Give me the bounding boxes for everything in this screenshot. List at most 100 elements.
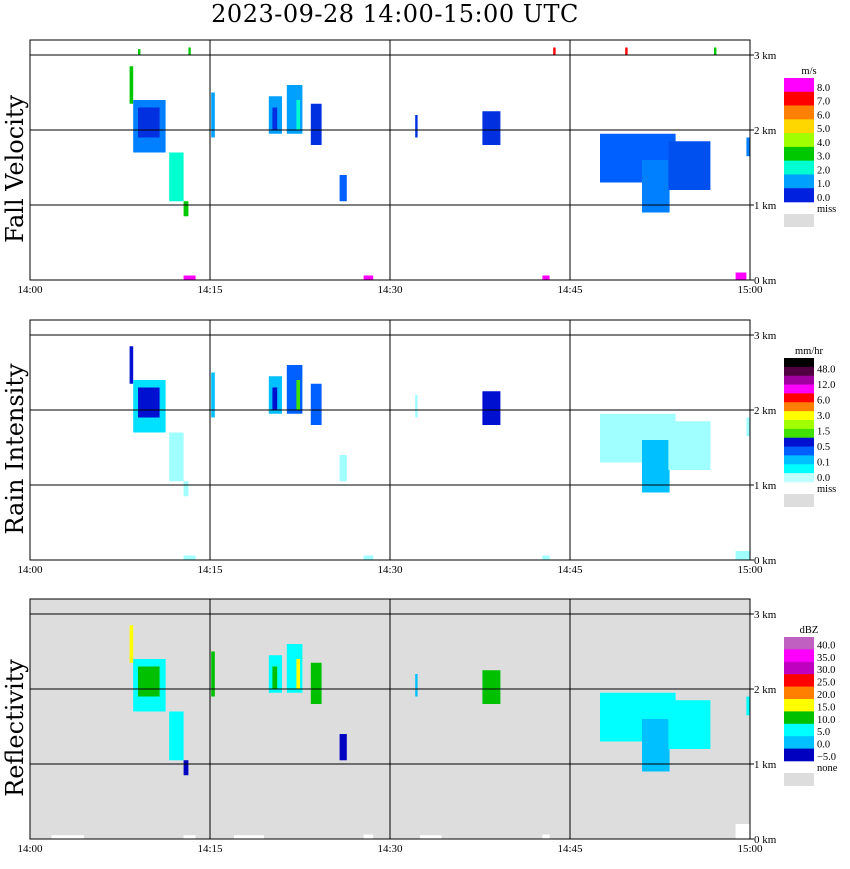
echo-cell [296, 380, 300, 410]
colorbar-label: 0.0 [817, 473, 830, 484]
echo-cell [542, 834, 550, 839]
plot-frame [29, 39, 751, 281]
echo-cell [183, 201, 189, 217]
echo-cell [420, 835, 442, 839]
plot-frame [29, 598, 751, 840]
x-tick-label: 14:45 [557, 564, 583, 576]
x-tick-label: 14:00 [17, 284, 43, 296]
x-tick-label: 15:00 [737, 843, 763, 855]
colorbar-missing-swatch [784, 494, 814, 507]
colorbar-segment [784, 711, 814, 725]
echo-cell [668, 421, 711, 470]
colorbar-segment [784, 699, 814, 712]
colorbar-label: 0.1 [817, 458, 830, 469]
colorbar-segment [784, 366, 814, 377]
echo-cell [183, 275, 196, 280]
echo-cell [211, 651, 215, 697]
echo-cell [169, 152, 184, 202]
colorbar-segment [784, 661, 814, 675]
echo-cell [129, 66, 134, 104]
colorbar-segment [784, 411, 814, 421]
chart-title: 2023-09-28 14:00-15:00 UTC [211, 0, 579, 28]
echo-cell [735, 272, 747, 280]
colorbar-segment [784, 748, 814, 762]
echo-cell [138, 49, 141, 55]
echo-cell [286, 85, 303, 134]
x-tick-label: 14:45 [557, 843, 583, 855]
echo-cell [286, 644, 303, 693]
colorbar-label: 7.0 [817, 97, 830, 108]
echo-cell [169, 711, 184, 761]
colorbar-label: 1.5 [817, 427, 830, 438]
rain-intensity-panel: Rain Intensity 14:00 14:15 14:30 14:45 15:00… [0, 308, 850, 590]
echo-cell [211, 92, 215, 138]
y-tick-label: 3 km [754, 50, 777, 62]
reflectivity-panel: Reflectivity 14:00 14:15 14:30 14:45 15:00 0 … [0, 587, 850, 869]
y-tick-label: 1 km [754, 759, 777, 771]
echo-cell [188, 47, 191, 55]
colorbar-segment [784, 649, 814, 663]
colorbar-segment [784, 105, 814, 120]
echo-cell [542, 555, 550, 560]
colorbar-unit: dBZ [800, 625, 819, 636]
colorbar-label: 5.0 [817, 727, 830, 738]
colorbar-segment [784, 402, 814, 412]
colorbar-segment [784, 91, 814, 106]
y-tick-label: 0 km [754, 555, 777, 567]
y-tick-label: 1 km [754, 200, 777, 212]
colorbar-segment [784, 674, 814, 687]
colorbar-unit: mm/hr [795, 346, 824, 357]
colorbar-label: 10.0 [817, 715, 835, 726]
echo-cell [211, 372, 215, 418]
echo-cell [746, 417, 750, 437]
colorbar-segment [784, 375, 814, 385]
reflectivity-plot: 14:00 14:15 14:30 14:45 15:000 km 1 km 2 km 3 k… [17, 598, 838, 855]
echo-cell [129, 625, 134, 663]
x-tick-label: 15:00 [737, 564, 763, 576]
echo-cell [642, 160, 670, 213]
echo-cell [138, 387, 160, 418]
colorbar-label: 1.0 [817, 179, 830, 190]
y-tick-label: 0 km [754, 275, 777, 287]
colorbar-label: 25.0 [817, 678, 835, 689]
echo-cell [415, 115, 418, 138]
colorbar-segment [784, 174, 814, 189]
colorbar-segment [784, 160, 814, 175]
colorbar-unit: m/s [801, 66, 816, 77]
colorbar-label: 35.0 [817, 653, 835, 664]
colorbar-label: 8.0 [817, 83, 830, 94]
x-tick-label: 14:15 [197, 564, 223, 576]
echo-cell [642, 440, 670, 493]
y-tick-label: 2 km [754, 684, 777, 696]
x-tick-label: 14:15 [197, 843, 223, 855]
echo-cell [482, 391, 501, 425]
echo-cell [310, 103, 322, 145]
echo-cell [138, 666, 160, 697]
echo-cell [339, 455, 347, 482]
echo-cell [339, 734, 347, 761]
echo-cell [415, 395, 418, 418]
colorbar-label: 5.0 [817, 124, 830, 135]
echo-cell [553, 47, 556, 55]
echo-cell [183, 481, 189, 497]
x-tick-label: 14:30 [377, 843, 403, 855]
colorbar-label: 20.0 [817, 690, 835, 701]
colorbar-label: 40.0 [817, 640, 835, 651]
y-tick-label: 3 km [754, 330, 777, 342]
echo-cell [415, 674, 418, 697]
echo-cell [183, 835, 196, 839]
colorbar-segment [784, 455, 814, 465]
colorbar-segment [784, 146, 814, 161]
colorbar-label: −5.0 [817, 752, 836, 763]
colorbar-label: 15.0 [817, 702, 835, 713]
colorbar-segment [784, 473, 814, 483]
x-tick-label: 14:30 [377, 284, 403, 296]
x-tick-label: 15:00 [737, 284, 763, 296]
colorbar-missing-label: none [817, 763, 838, 774]
echo-cell [625, 47, 628, 55]
echo-cell [183, 760, 189, 776]
rain-intensity-plot: 14:00 14:15 14:30 14:45 15:000 km 1 km 2 km 3 k… [17, 319, 836, 576]
colorbar-segment [784, 437, 814, 447]
echo-cell [746, 137, 750, 157]
echo-cell [296, 100, 300, 130]
